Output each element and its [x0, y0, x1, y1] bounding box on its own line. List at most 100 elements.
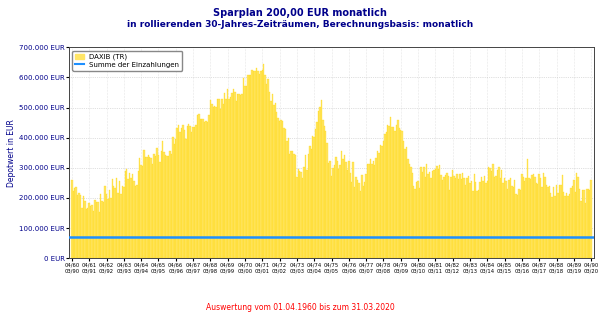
Bar [209, 100, 211, 258]
Bar [557, 193, 559, 258]
Bar [191, 132, 193, 258]
Bar [100, 194, 101, 258]
Bar [354, 187, 355, 258]
Bar [290, 151, 292, 258]
Bar [347, 170, 348, 258]
Bar [176, 128, 178, 258]
Bar [391, 127, 393, 258]
Bar [182, 125, 184, 258]
Bar [165, 155, 166, 258]
Bar [97, 202, 98, 258]
Bar [316, 122, 318, 258]
Bar [371, 164, 373, 258]
Bar [398, 128, 400, 258]
Bar [90, 206, 91, 258]
Bar [286, 141, 287, 258]
Bar [455, 179, 456, 258]
Bar [433, 170, 434, 258]
Bar [407, 159, 409, 258]
Bar [355, 177, 357, 258]
Bar [469, 183, 470, 258]
Bar [184, 130, 185, 258]
Bar [446, 173, 448, 258]
Bar [575, 192, 576, 258]
Bar [475, 182, 476, 258]
Bar [123, 187, 125, 258]
Bar [101, 201, 103, 258]
Bar [190, 126, 191, 258]
Bar [185, 139, 187, 258]
Bar [104, 186, 106, 258]
Text: in rollierenden 30-Jahres-Zeiträumen, Berechnungsbasis: monatlich: in rollierenden 30-Jahres-Zeiträumen, Be… [127, 20, 473, 30]
Bar [280, 120, 282, 258]
Bar [461, 179, 462, 258]
Bar [139, 158, 140, 258]
Bar [331, 176, 332, 258]
Bar [386, 132, 387, 258]
Bar [103, 202, 104, 258]
Bar [468, 175, 469, 258]
Bar [418, 181, 419, 258]
Bar [229, 99, 230, 258]
Bar [380, 145, 381, 258]
Bar [341, 151, 343, 258]
Bar [253, 71, 254, 258]
Bar [173, 144, 175, 258]
Bar [178, 125, 179, 258]
Bar [265, 75, 266, 258]
Bar [401, 131, 403, 258]
Bar [420, 168, 422, 258]
Bar [200, 118, 201, 258]
Bar [357, 180, 358, 258]
Bar [122, 186, 123, 258]
Bar [220, 109, 221, 258]
Bar [289, 154, 290, 258]
Bar [80, 195, 81, 258]
Bar [553, 187, 554, 258]
Bar [476, 191, 478, 258]
Bar [188, 124, 190, 258]
Bar [491, 171, 493, 258]
Bar [410, 167, 412, 258]
Bar [337, 161, 338, 258]
Bar [439, 165, 440, 258]
Bar [437, 169, 439, 258]
Bar [589, 190, 590, 258]
Bar [88, 203, 90, 258]
Bar [530, 180, 531, 258]
Bar [262, 70, 263, 258]
Bar [520, 190, 521, 258]
Bar [448, 176, 449, 258]
Bar [79, 192, 80, 258]
Bar [86, 209, 87, 258]
Bar [445, 175, 446, 258]
Bar [313, 137, 315, 258]
Bar [573, 180, 575, 258]
Bar [241, 94, 243, 258]
Bar [315, 129, 316, 258]
Bar [244, 86, 245, 258]
Bar [181, 128, 182, 258]
Bar [134, 186, 136, 258]
Bar [562, 175, 563, 258]
Bar [136, 185, 137, 258]
Y-axis label: Depotwert in EUR: Depotwert in EUR [7, 119, 16, 187]
Bar [412, 173, 413, 258]
Bar [374, 164, 376, 258]
Bar [245, 86, 247, 258]
Bar [254, 72, 256, 258]
Bar [218, 99, 220, 258]
Bar [334, 165, 335, 258]
Bar [403, 141, 404, 258]
Bar [309, 146, 311, 258]
Bar [305, 155, 306, 258]
Bar [193, 127, 194, 258]
Bar [223, 105, 224, 258]
Bar [112, 179, 113, 258]
Bar [517, 195, 518, 258]
Bar [451, 177, 452, 258]
Bar [570, 188, 572, 258]
Bar [531, 175, 533, 258]
Bar [501, 170, 502, 258]
Bar [125, 171, 126, 258]
